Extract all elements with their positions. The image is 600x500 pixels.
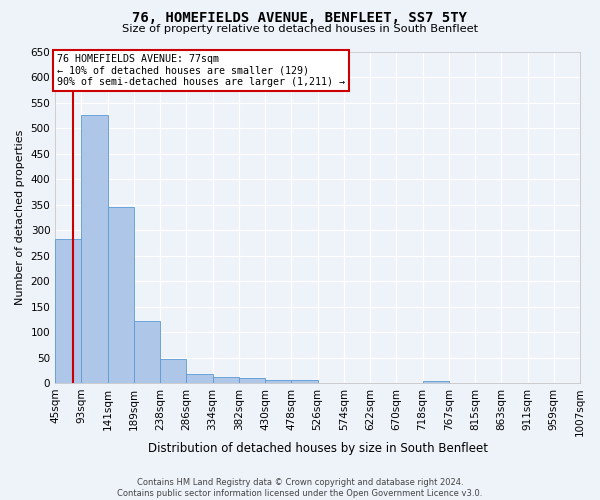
- Bar: [292, 380, 317, 383]
- Bar: [422, 380, 449, 383]
- Bar: [239, 378, 265, 383]
- Bar: [265, 380, 292, 383]
- Bar: [187, 374, 212, 383]
- Bar: [107, 206, 134, 383]
- Text: 76, HOMEFIELDS AVENUE, BENFLEET, SS7 5TY: 76, HOMEFIELDS AVENUE, BENFLEET, SS7 5TY: [133, 11, 467, 25]
- Text: Size of property relative to detached houses in South Benfleet: Size of property relative to detached ho…: [122, 24, 478, 34]
- Bar: [160, 358, 187, 383]
- Text: 76 HOMEFIELDS AVENUE: 77sqm
← 10% of detached houses are smaller (129)
90% of se: 76 HOMEFIELDS AVENUE: 77sqm ← 10% of det…: [57, 54, 345, 88]
- Bar: [55, 238, 82, 383]
- Bar: [134, 322, 160, 383]
- Bar: [212, 377, 239, 383]
- Text: Contains HM Land Registry data © Crown copyright and database right 2024.
Contai: Contains HM Land Registry data © Crown c…: [118, 478, 482, 498]
- Y-axis label: Number of detached properties: Number of detached properties: [15, 130, 25, 305]
- X-axis label: Distribution of detached houses by size in South Benfleet: Distribution of detached houses by size …: [148, 442, 488, 455]
- Bar: [82, 116, 107, 383]
